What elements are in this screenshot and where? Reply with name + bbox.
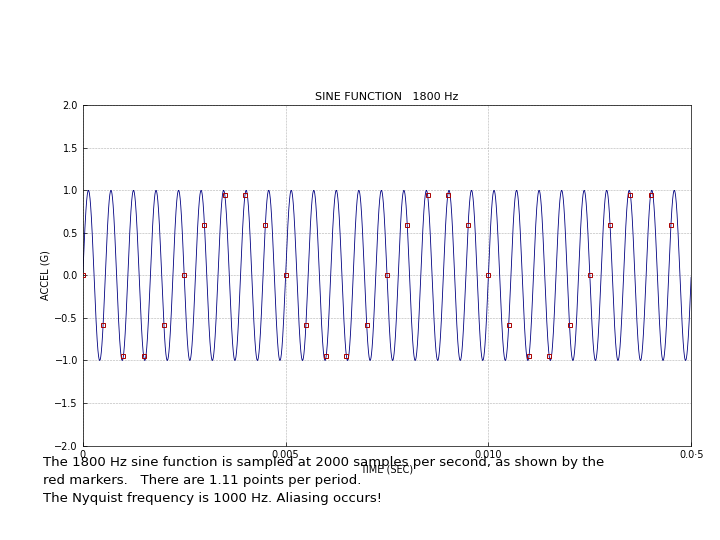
X-axis label: TIME (SEC): TIME (SEC) xyxy=(361,464,413,475)
Title: SINE FUNCTION   1800 Hz: SINE FUNCTION 1800 Hz xyxy=(315,92,459,102)
Text: The 1800 Hz sine function is sampled at 2000 samples per second, as shown by the: The 1800 Hz sine function is sampled at … xyxy=(43,456,605,505)
Y-axis label: ACCEL (G): ACCEL (G) xyxy=(40,251,50,300)
